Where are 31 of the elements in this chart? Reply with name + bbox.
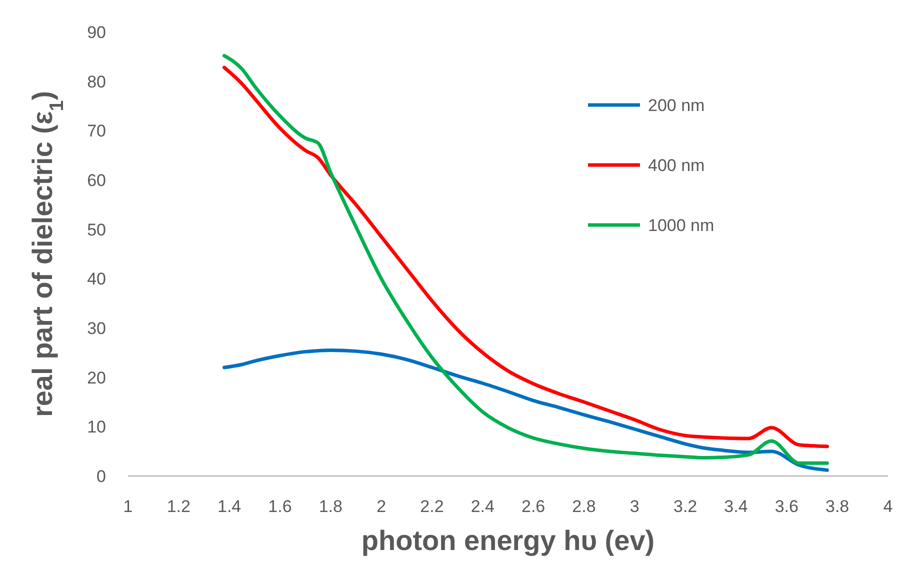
y-tick-label: 70 — [87, 122, 106, 141]
x-tick-label: 3.2 — [674, 497, 698, 516]
x-tick-label: 1 — [123, 497, 133, 516]
x-tick-label: 1.8 — [318, 497, 342, 516]
x-tick-label: 2.4 — [470, 497, 494, 516]
x-tick-label: 4 — [883, 497, 893, 516]
x-axis-title: photon energy hυ (ev) — [361, 525, 655, 556]
y-tick-label: 0 — [96, 467, 106, 486]
y-tick-label: 10 — [87, 418, 106, 437]
x-tick-label: 1.6 — [268, 497, 292, 516]
x-tick-label: 3.8 — [826, 497, 850, 516]
y-tick-label: 60 — [87, 171, 106, 190]
y-tick-label: 40 — [87, 270, 106, 289]
x-tick-label: 1.2 — [166, 497, 190, 516]
x-tick-label: 1.4 — [218, 497, 242, 516]
legend-label: 1000 nm — [648, 216, 714, 235]
y-tick-label: 20 — [87, 368, 106, 388]
y-tick-label: 90 — [87, 23, 106, 42]
x-tick-label: 3 — [630, 497, 640, 516]
x-tick-label: 2.6 — [522, 497, 546, 516]
y-tick-label: 80 — [87, 72, 106, 92]
x-tick-label: 2.8 — [572, 497, 596, 516]
line-series — [222, 348, 829, 472]
y-tick-label: 30 — [87, 319, 106, 338]
legend-label: 200 nm — [648, 96, 705, 115]
legend-label: 400 nm — [648, 156, 705, 175]
y-tick-label: 50 — [87, 220, 106, 240]
x-tick-label: 2.2 — [420, 497, 444, 516]
x-tick-label: 3.6 — [774, 497, 798, 516]
x-tick-label: 2 — [376, 497, 386, 516]
x-tick-label: 3.4 — [724, 497, 748, 516]
